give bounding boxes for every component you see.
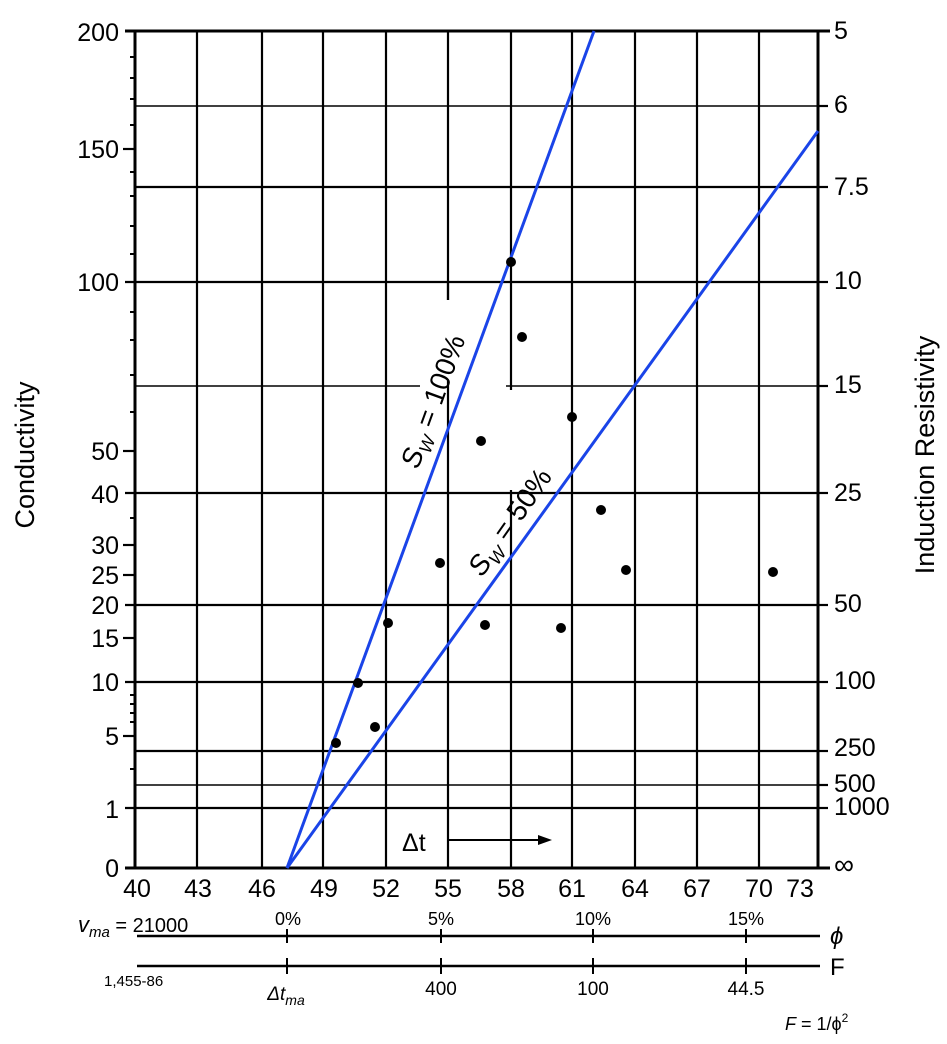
delta-t-arrow: Δt bbox=[402, 829, 552, 857]
right-ticks bbox=[818, 104, 828, 810]
x-tick-labels: 40 43 46 49 52 55 58 61 64 67 70 73 bbox=[123, 875, 814, 903]
svg-text:44.5: 44.5 bbox=[728, 979, 765, 1000]
right-axis-title: Induction Resistivity bbox=[910, 335, 940, 574]
svg-text:1,455-86: 1,455-86 bbox=[104, 973, 163, 990]
left-tick-label: 200 bbox=[77, 19, 119, 47]
svg-text:15%: 15% bbox=[728, 909, 764, 929]
svg-text:43: 43 bbox=[184, 875, 212, 903]
vertical-grid bbox=[133, 31, 820, 869]
data-point bbox=[517, 332, 527, 342]
svg-text:10: 10 bbox=[834, 267, 862, 295]
svg-text:64: 64 bbox=[621, 875, 649, 903]
left-axis-title: Conductivity bbox=[10, 381, 40, 529]
svg-text:100: 100 bbox=[577, 979, 609, 1000]
svg-text:46: 46 bbox=[248, 875, 276, 903]
sw-lines bbox=[285, 30, 820, 869]
svg-text:52: 52 bbox=[372, 875, 400, 903]
svg-text:61: 61 bbox=[558, 875, 586, 903]
data-point bbox=[480, 620, 490, 630]
svg-text:50: 50 bbox=[91, 438, 119, 466]
svg-text:250: 250 bbox=[834, 734, 876, 762]
svg-text:1000: 1000 bbox=[834, 793, 890, 821]
horizontal-grid bbox=[125, 29, 830, 870]
formation-factor-scale: F 400 100 44.5 Δtma 1,455-86 F = 1/ϕ2 bbox=[104, 954, 849, 1034]
svg-text:ϕ: ϕ bbox=[830, 923, 843, 950]
data-point bbox=[370, 722, 380, 732]
sw-100-label: SW = 100% bbox=[395, 331, 476, 474]
svg-text:SW = 100%: SW = 100% bbox=[395, 331, 476, 474]
svg-text:5: 5 bbox=[834, 17, 848, 45]
svg-text:49: 49 bbox=[310, 875, 338, 903]
svg-text:0: 0 bbox=[105, 855, 119, 883]
svg-text:10%: 10% bbox=[575, 909, 611, 929]
vma-label: vma = 21000 bbox=[78, 912, 188, 941]
svg-text:55: 55 bbox=[434, 875, 462, 903]
label-clearing bbox=[445, 300, 514, 490]
svg-text:5%: 5% bbox=[428, 909, 454, 929]
svg-text:1: 1 bbox=[105, 796, 119, 824]
svg-text:vma = 21000: vma = 21000 bbox=[78, 912, 188, 941]
data-point bbox=[567, 412, 577, 422]
svg-text:Δtma: Δtma bbox=[266, 984, 305, 1008]
svg-text:150: 150 bbox=[77, 136, 119, 164]
data-point bbox=[556, 623, 566, 633]
svg-text:15: 15 bbox=[91, 625, 119, 653]
svg-text:7.5: 7.5 bbox=[834, 173, 869, 201]
svg-text:0%: 0% bbox=[275, 909, 301, 929]
data-point bbox=[435, 558, 445, 568]
svg-text:∞: ∞ bbox=[834, 849, 854, 880]
data-point bbox=[353, 678, 363, 688]
svg-text:100: 100 bbox=[834, 667, 876, 695]
svg-text:25: 25 bbox=[91, 562, 119, 590]
right-tick-labels: 5 6 7.5 10 15 25 50 100 250 500 1000 ∞ bbox=[834, 17, 890, 880]
svg-text:10: 10 bbox=[91, 669, 119, 697]
left-tick-labels: 200 150 100 50 40 30 25 20 15 10 5 1 0 bbox=[77, 19, 119, 883]
svg-text:20: 20 bbox=[91, 592, 119, 620]
data-point bbox=[476, 436, 486, 446]
svg-text:5: 5 bbox=[105, 723, 119, 751]
data-points bbox=[331, 257, 778, 748]
data-point bbox=[768, 567, 778, 577]
arrow-right-icon bbox=[538, 835, 552, 845]
svg-text:40: 40 bbox=[91, 481, 119, 509]
svg-text:500: 500 bbox=[834, 770, 876, 798]
svg-text:70: 70 bbox=[745, 875, 773, 903]
svg-text:25: 25 bbox=[834, 479, 862, 507]
data-point bbox=[621, 565, 631, 575]
sw-100-line bbox=[285, 30, 596, 869]
svg-text:F: F bbox=[830, 954, 845, 981]
svg-text:73: 73 bbox=[786, 875, 814, 903]
svg-text:67: 67 bbox=[683, 875, 711, 903]
svg-text:30: 30 bbox=[91, 532, 119, 560]
svg-text:Δt: Δt bbox=[402, 829, 426, 857]
svg-text:40: 40 bbox=[123, 875, 151, 903]
sw-50-line bbox=[285, 130, 820, 869]
svg-text:58: 58 bbox=[497, 875, 525, 903]
svg-text:15: 15 bbox=[834, 371, 862, 399]
left-minor-ticks bbox=[130, 56, 135, 770]
svg-text:F = 1/ϕ2: F = 1/ϕ2 bbox=[785, 1011, 849, 1034]
svg-text:6: 6 bbox=[834, 91, 848, 119]
svg-text:50: 50 bbox=[834, 590, 862, 618]
data-point bbox=[383, 618, 393, 628]
left-major-ticks bbox=[123, 147, 135, 738]
porosity-scale: 0% 5% 10% 15% ϕ vma = 21000 bbox=[78, 909, 843, 950]
svg-text:400: 400 bbox=[425, 979, 457, 1000]
svg-text:100: 100 bbox=[77, 269, 119, 297]
data-point bbox=[331, 738, 341, 748]
data-point bbox=[596, 505, 606, 515]
data-point bbox=[506, 257, 516, 267]
